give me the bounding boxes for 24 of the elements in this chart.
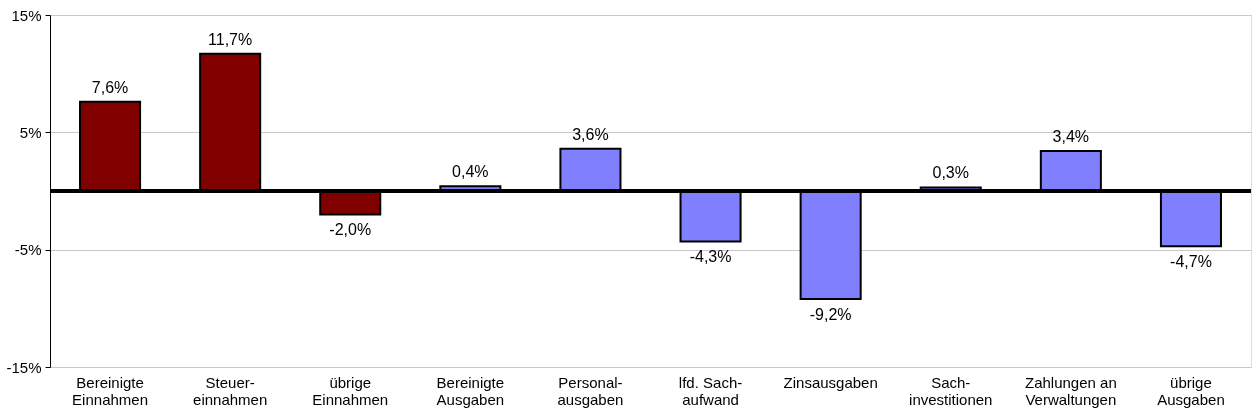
- x-tick-label: übrige Ausgaben: [1157, 373, 1225, 408]
- y-tick-label: 15%: [11, 6, 42, 24]
- x-tick-label: übrige Einnahmen: [312, 373, 389, 408]
- y-tick-label: -15%: [6, 358, 42, 376]
- data-label: -4,3%: [689, 248, 732, 266]
- data-label: 0,3%: [932, 164, 969, 182]
- data-label: -4,7%: [1170, 253, 1212, 271]
- data-label: 3,6%: [572, 125, 609, 143]
- x-tick-label: Personal- ausgaben: [557, 373, 624, 408]
- data-label: 11,7%: [208, 30, 253, 48]
- y-tick-label: -5%: [14, 241, 42, 259]
- data-label: 7,6%: [91, 78, 129, 96]
- y-tick-label: 5%: [19, 123, 42, 141]
- x-tick-label: Bereinigte Einnahmen: [72, 373, 148, 408]
- data-label: -9,2%: [809, 305, 852, 323]
- x-tick-label: Steuer- einnahmen: [193, 373, 268, 408]
- x-tick-label: Sach- investitionen: [909, 373, 993, 408]
- data-label: 0,4%: [452, 163, 489, 181]
- x-tick-label: Zinsausgaben: [783, 373, 878, 391]
- data-label: 3,4%: [1052, 128, 1090, 146]
- x-tick-label: Zahlungen an Verwaltungen: [1024, 373, 1117, 408]
- data-label: -2,0%: [329, 221, 372, 239]
- x-tick-label: lfd. Sach- aufwand: [678, 373, 743, 408]
- x-tick-label: Bereinigte Ausgaben: [436, 373, 505, 408]
